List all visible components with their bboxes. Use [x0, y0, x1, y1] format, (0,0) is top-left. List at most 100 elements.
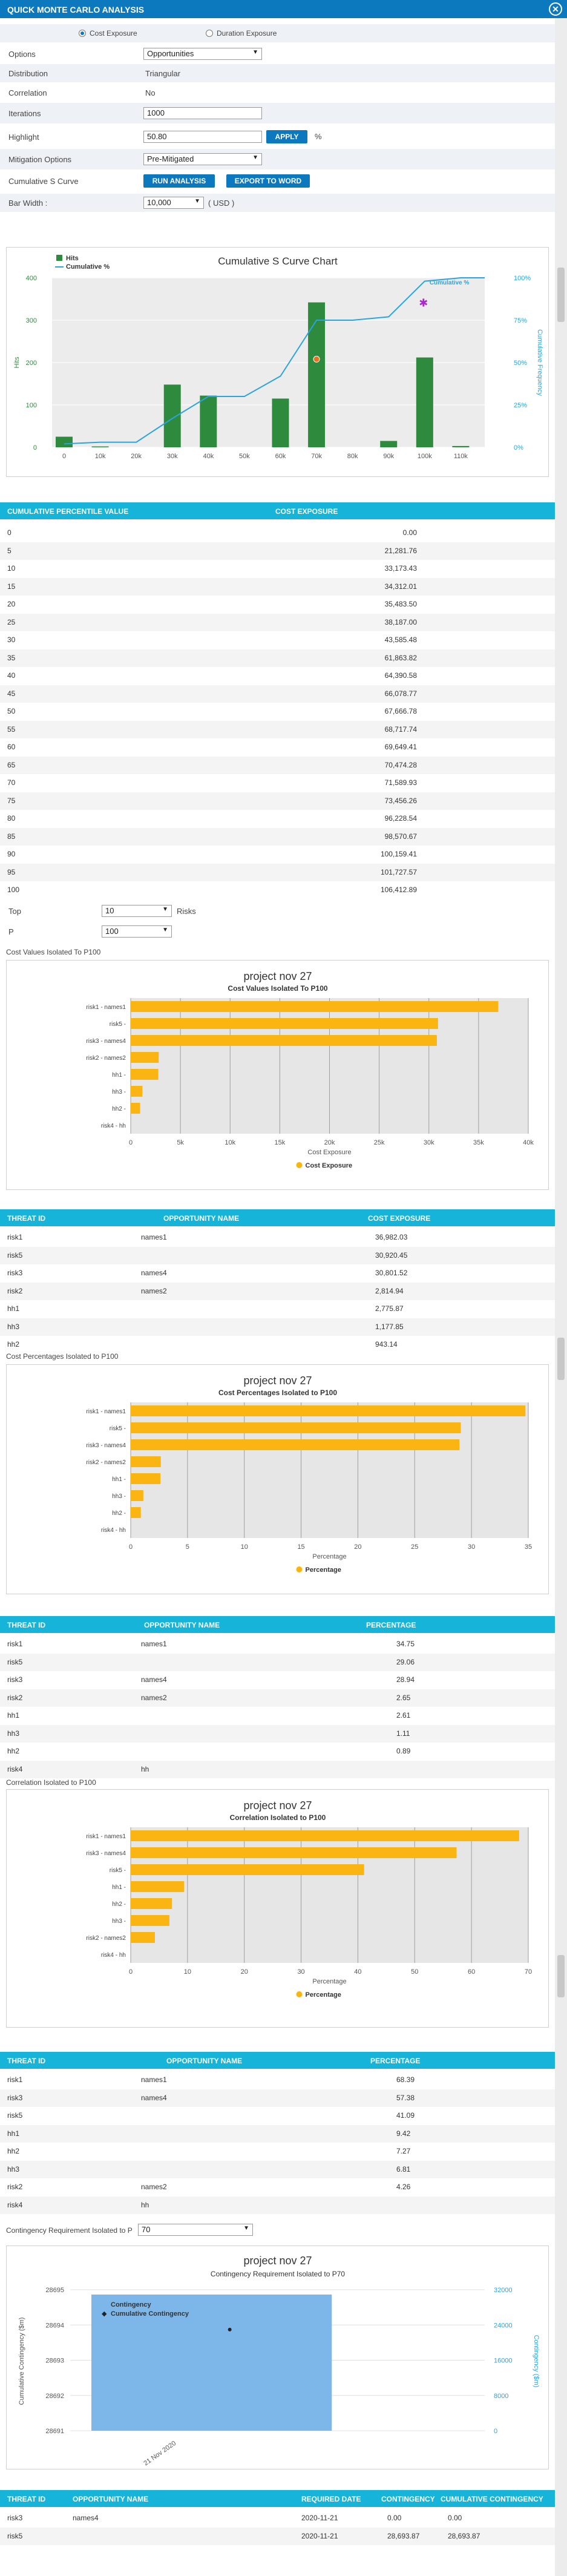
- correlation-section-label: Correlation Isolated to P100: [6, 1778, 96, 1787]
- duration-exposure-radio[interactable]: [206, 30, 213, 37]
- table-cell: 65: [7, 760, 16, 769]
- col-header: OPPORTUNITY NAME: [163, 1214, 240, 1223]
- table-cell: 69,649.41: [384, 743, 417, 751]
- col-header: COST EXPOSURE: [368, 1214, 431, 1223]
- x-tick-label: 0: [129, 1139, 133, 1146]
- mitigation-select[interactable]: Pre-Mitigated ▼: [143, 153, 262, 165]
- legend-swatch: [296, 1162, 303, 1168]
- page-scrollbar[interactable]: [555, 18, 567, 2576]
- table-cell: 98,570.67: [384, 832, 417, 841]
- table-row: risk3 names4 2020-11-21 0.00 0.00: [0, 2509, 555, 2528]
- table-cell: risk3: [7, 2093, 23, 2102]
- table-cell: hh2: [7, 1747, 20, 1755]
- iterations-input[interactable]: 1000: [143, 107, 262, 119]
- run-analysis-button[interactable]: RUN ANALYSIS: [143, 174, 215, 188]
- scrollbar-thumb[interactable]: [557, 268, 565, 322]
- category-label: risk3 - names4: [86, 1038, 126, 1045]
- table-cell: 29.06: [396, 1657, 415, 1666]
- table-row: 95 101,727.57: [0, 863, 555, 881]
- cost-exposure-radio[interactable]: [79, 30, 86, 37]
- table-cell: 2020-11-21: [301, 2514, 338, 2522]
- y2-tick-label: 8000: [494, 2393, 508, 2400]
- y-tick-label: 28693: [45, 2358, 64, 2365]
- table-cell: 0.00: [387, 2514, 402, 2522]
- table-row: risk5 2020-11-21 28,693.87 28,693.87: [0, 2527, 555, 2545]
- x-tick-label: 10k: [225, 1139, 235, 1146]
- export-to-word-button[interactable]: EXPORT TO WORD: [226, 174, 310, 188]
- correlation-chart-card: project nov 27 Correlation Isolated to P1…: [6, 1789, 549, 2028]
- legend-label: Percentage: [306, 1566, 341, 1574]
- col-header: CUMULATIVE CONTINGENCY: [441, 2495, 543, 2503]
- x-tick-label: 10k: [95, 453, 106, 460]
- barwidth-select[interactable]: 10,000 ▼: [143, 197, 204, 209]
- table-cell: 66,078.77: [384, 689, 417, 698]
- chart-subtitle: Cost Values Isolated To P100: [228, 984, 327, 993]
- contingency-select[interactable]: 70 ▼: [138, 2224, 253, 2236]
- y2-axis-label: Contingency ($m): [533, 2335, 540, 2388]
- x-tick-label: 5k: [177, 1139, 184, 1146]
- x-tick-label: 40: [354, 1968, 361, 1976]
- table-row: 40 64,390.58: [0, 667, 555, 685]
- table-row: 65 70,474.28: [0, 756, 555, 774]
- table-cell: names1: [141, 1233, 167, 1241]
- table-cell: hh3: [7, 1729, 20, 1738]
- options-select[interactable]: Opportunities ▼: [143, 48, 262, 60]
- s-curve-chart: Cumulative S Curve Chart 0 0% 100 25% 200 50% 3…: [13, 255, 543, 460]
- table-row: risk1 names1 36,982.03: [0, 1229, 555, 1247]
- analysis-panel: Cost Exposure Duration Exposure Options …: [0, 18, 555, 2576]
- x-tick-label: 0: [129, 1543, 133, 1551]
- category-label: risk5 -: [110, 1867, 126, 1874]
- table-row: 80 96,228.54: [0, 810, 555, 827]
- y-tick-label: 28694: [45, 2322, 64, 2329]
- legend-label: Cost Exposure: [306, 1162, 353, 1169]
- distribution-row: Distribution Triangular: [0, 64, 555, 82]
- cost-values-chart-card: project nov 27 Cost Values Isolated To P1…: [6, 960, 549, 1190]
- table-cell: 70,474.28: [384, 760, 417, 769]
- highlight-input[interactable]: 50.80: [143, 131, 262, 143]
- distribution-label: Distribution: [8, 69, 48, 78]
- highlight-marker: [313, 355, 320, 363]
- table-cell: 50: [7, 707, 16, 715]
- p-filter-row: P 100 ▼: [0, 922, 555, 941]
- highlight-label: Highlight: [8, 133, 39, 142]
- x-tick-label: 20k: [324, 1139, 335, 1146]
- x-tick-label: 20: [241, 1968, 248, 1976]
- category-label: risk2 - names2: [86, 1935, 126, 1942]
- y-tick-label: 400: [26, 275, 37, 282]
- correlation-row: Correlation No: [0, 84, 555, 102]
- hits-bar: [163, 384, 181, 447]
- p-select[interactable]: 100 ▼: [102, 925, 172, 938]
- table-cell: risk5: [7, 1657, 23, 1666]
- table-cell: 100,159.41: [380, 850, 417, 858]
- table-cell: 7.27: [396, 2147, 411, 2155]
- chevron-down-icon: ▼: [162, 927, 168, 933]
- apply-button[interactable]: APPLY: [266, 130, 307, 143]
- top-select[interactable]: 10 ▼: [102, 905, 172, 917]
- table-cell: 34,312.01: [384, 582, 417, 591]
- y-tick-label: 28691: [45, 2428, 64, 2435]
- col-header: THREAT ID: [7, 1621, 46, 1629]
- x-tick-label: 90k: [383, 453, 394, 460]
- x-tick-label: 70: [525, 1968, 532, 1976]
- scrollbar-thumb[interactable]: [557, 1955, 565, 1997]
- table-cell: names4: [141, 2093, 167, 2102]
- table-row: risk1 names1 68.39: [0, 2071, 555, 2089]
- table-row: 70 71,589.93: [0, 774, 555, 792]
- y2-tick-label: 100%: [514, 275, 531, 282]
- category-label: risk5 -: [110, 1425, 126, 1432]
- category-label: risk4 - hh: [101, 1952, 126, 1959]
- table-cell: 28,693.87: [387, 2531, 420, 2540]
- table-cell: hh2: [7, 2147, 20, 2155]
- x-tick-label: 50: [411, 1968, 418, 1976]
- x-tick-label: 30: [468, 1543, 475, 1551]
- legend-swatch: [56, 255, 62, 261]
- table-cell: risk2: [7, 1286, 23, 1295]
- x-tick-label: 35: [525, 1543, 532, 1551]
- category-label: risk1 - names1: [86, 1833, 126, 1840]
- col-header: OPPORTUNITY NAME: [166, 2057, 243, 2065]
- close-icon[interactable]: ✕: [549, 2, 562, 16]
- table-row: 25 38,187.00: [0, 613, 555, 631]
- scrollbar-thumb[interactable]: [557, 1338, 565, 1380]
- chart-title: Cumulative S Curve Chart: [218, 255, 338, 267]
- table-cell: names4: [73, 2514, 99, 2522]
